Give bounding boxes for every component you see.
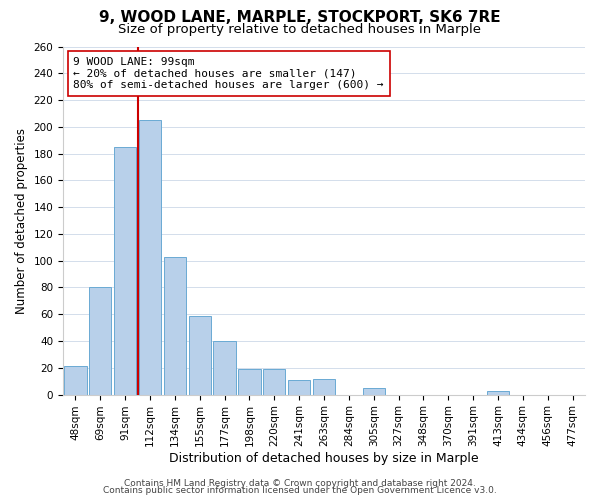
Bar <box>164 256 186 394</box>
Bar <box>238 369 260 394</box>
Text: Contains public sector information licensed under the Open Government Licence v3: Contains public sector information licen… <box>103 486 497 495</box>
Bar <box>64 366 86 394</box>
Bar <box>288 380 310 394</box>
Text: 9 WOOD LANE: 99sqm
← 20% of detached houses are smaller (147)
80% of semi-detach: 9 WOOD LANE: 99sqm ← 20% of detached hou… <box>73 57 384 90</box>
X-axis label: Distribution of detached houses by size in Marple: Distribution of detached houses by size … <box>169 452 479 465</box>
Text: Contains HM Land Registry data © Crown copyright and database right 2024.: Contains HM Land Registry data © Crown c… <box>124 478 476 488</box>
Y-axis label: Number of detached properties: Number of detached properties <box>15 128 28 314</box>
Text: Size of property relative to detached houses in Marple: Size of property relative to detached ho… <box>119 22 482 36</box>
Bar <box>139 120 161 394</box>
Bar <box>313 378 335 394</box>
Bar <box>487 390 509 394</box>
Bar <box>188 316 211 394</box>
Bar <box>89 288 112 395</box>
Bar <box>114 147 136 394</box>
Bar <box>214 341 236 394</box>
Bar <box>362 388 385 394</box>
Bar <box>263 369 286 394</box>
Text: 9, WOOD LANE, MARPLE, STOCKPORT, SK6 7RE: 9, WOOD LANE, MARPLE, STOCKPORT, SK6 7RE <box>99 10 501 25</box>
